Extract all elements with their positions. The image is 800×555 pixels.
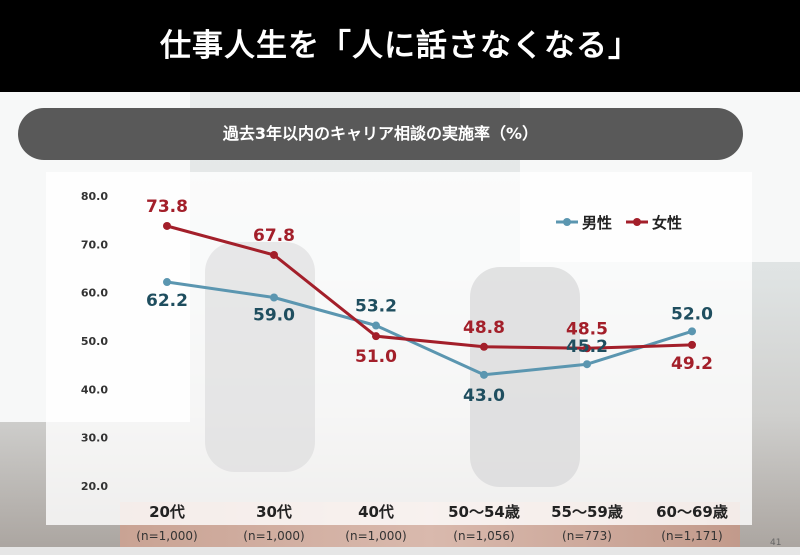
series-female-point [163,221,171,230]
y-tick-label: 30.0 [81,432,108,445]
y-tick-label: 20.0 [81,480,108,493]
x-category-label: 40代 [358,503,394,521]
series-male-data-label: 52.0 [671,304,713,324]
series-male-point [270,293,278,302]
y-tick-label: 70.0 [81,238,108,251]
series-male-data-label: 53.2 [355,297,397,317]
series-male-data-label: 43.0 [463,386,505,406]
series-female-point [372,332,380,341]
series-male-data-label: 62.2 [146,291,188,311]
y-tick-label: 60.0 [81,287,108,300]
series-female-point [480,342,488,351]
series-female-data-label: 67.8 [253,226,295,246]
series-female-data-label: 48.5 [566,319,608,339]
series-male-data-label: 45.2 [566,337,608,357]
series-male-point [372,321,380,330]
x-sample-size-label: (n=1,171) [661,529,722,543]
series-female-data-label: 51.0 [355,347,397,367]
series-female-data-label: 49.2 [671,354,713,374]
x-sample-size-label: (n=1,056) [453,529,514,543]
series-male-data-label: 59.0 [253,306,295,326]
page-title: 仕事人生を「人に話さなくなる」 [160,28,640,64]
legend-female-label: 女性 [652,214,682,232]
x-sample-size-label: (n=1,000) [136,529,197,543]
series-male-point [583,360,591,369]
y-tick-label: 40.0 [81,383,108,396]
y-tick-label: 50.0 [81,335,108,348]
footer-strip [0,547,800,555]
series-female-data-label: 73.8 [146,197,188,217]
subtitle-banner [18,108,743,160]
series-female-point [583,344,591,353]
chart-title: 過去3年以内のキャリア相談の実施率（%） [222,124,539,143]
header-bar [0,0,800,92]
series-male-point [163,278,171,287]
series-female-data-label: 48.8 [463,318,505,338]
series-female-point [270,250,278,259]
series-male-line [166,280,693,377]
x-category-label: 60〜69歳 [656,503,728,521]
legend-male-marker [563,218,571,226]
x-category-label: 20代 [149,503,185,521]
legend-male-label: 男性 [582,214,612,232]
series-male-point [480,370,488,379]
y-tick-label: 80.0 [81,190,108,203]
series-female-point [688,340,696,349]
x-sample-size-label: (n=1,000) [345,529,406,543]
x-category-label: 55〜59歳 [551,503,623,521]
series-female-line [166,224,693,350]
legend-female-marker [633,218,641,226]
page-number: 41 [770,538,782,548]
x-sample-size-label: (n=1,000) [243,529,304,543]
x-sample-size-label: (n=773) [562,529,612,543]
x-category-label: 30代 [256,503,292,521]
x-category-label: 50〜54歳 [448,503,520,521]
series-male-point [688,327,696,336]
